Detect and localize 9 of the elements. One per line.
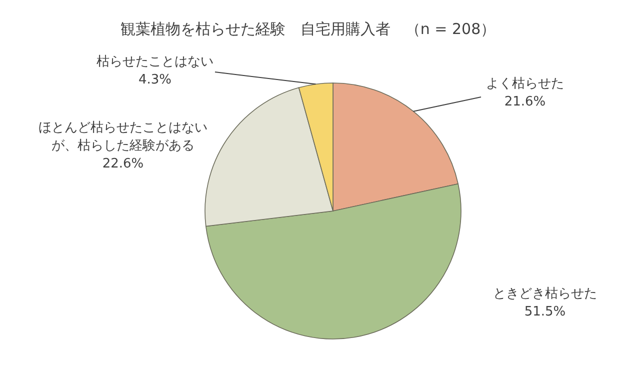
slice-label: ときどき枯らせた — [493, 286, 597, 302]
chart-title: 観葉植物を枯らせた経験 自宅用購入者 （n = 208） — [119, 20, 497, 39]
data-label: 22.6% — [102, 156, 144, 172]
slice-label: よく枯らせた — [486, 76, 564, 92]
slice-label: ほとんど枯らせたことはないが、枯らした経験がある — [38, 120, 208, 154]
data-label: 21.6% — [504, 94, 546, 110]
data-label: 4.3% — [138, 72, 172, 88]
slice-label: 枯らせたことはない — [96, 54, 214, 70]
data-label: 51.5% — [524, 304, 566, 320]
